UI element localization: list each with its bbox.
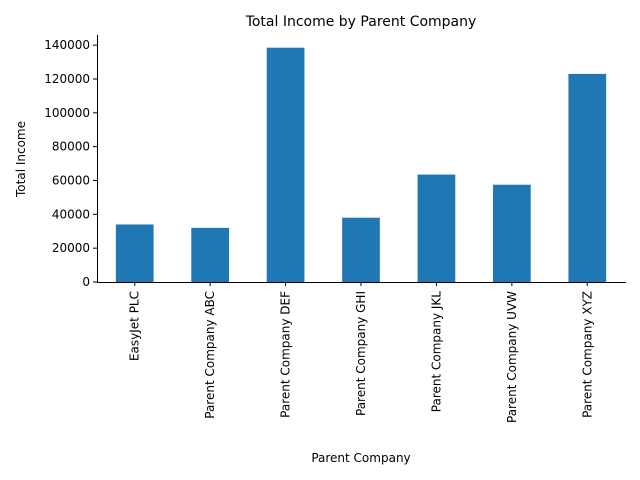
bar-parent-company-abc (191, 227, 229, 282)
y-tick-label: 60000 (52, 173, 90, 187)
x-tick-label: Parent Company UVW (505, 291, 519, 423)
y-tick-label: 80000 (52, 140, 90, 154)
y-tick-label: 140000 (44, 38, 90, 52)
bar-parent-company-def (266, 47, 305, 282)
y-axis: 0 20000 40000 60000 80000 100000 120000 140000 (44, 38, 97, 289)
bars-group (115, 47, 607, 283)
x-axis: EasyJet PLC Parent Company ABC Parent Comp… (128, 282, 594, 423)
plot-frame-left (97, 35, 98, 283)
x-tick-label: Parent Company JKL (429, 291, 443, 413)
x-tick-label: Parent Company XYZ (580, 291, 594, 418)
x-tick-label: EasyJet PLC (128, 291, 142, 361)
y-tick-label: 0 (82, 275, 90, 289)
bar-parent-company-ghi (342, 217, 380, 282)
x-tick-label: Parent Company GHI (354, 291, 368, 416)
bar-parent-company-uvw (493, 184, 531, 282)
y-tick-label: 100000 (44, 106, 90, 120)
chart-title: Total Income by Parent Company (245, 14, 477, 30)
y-axis-label: Total Income (14, 121, 28, 198)
bar-parent-company-xyz (568, 73, 607, 283)
y-tick-label: 20000 (52, 241, 90, 255)
y-tick-label: 120000 (44, 72, 90, 86)
bar-easyjet-plc (115, 224, 154, 282)
x-tick-label: Parent Company DEF (279, 291, 293, 418)
x-tick-label: Parent Company ABC (203, 291, 217, 419)
y-tick-label: 40000 (52, 207, 90, 221)
bar-parent-company-jkl (417, 174, 456, 282)
plot-frame-bottom (97, 282, 626, 283)
x-axis-label: Parent Company (311, 451, 410, 465)
